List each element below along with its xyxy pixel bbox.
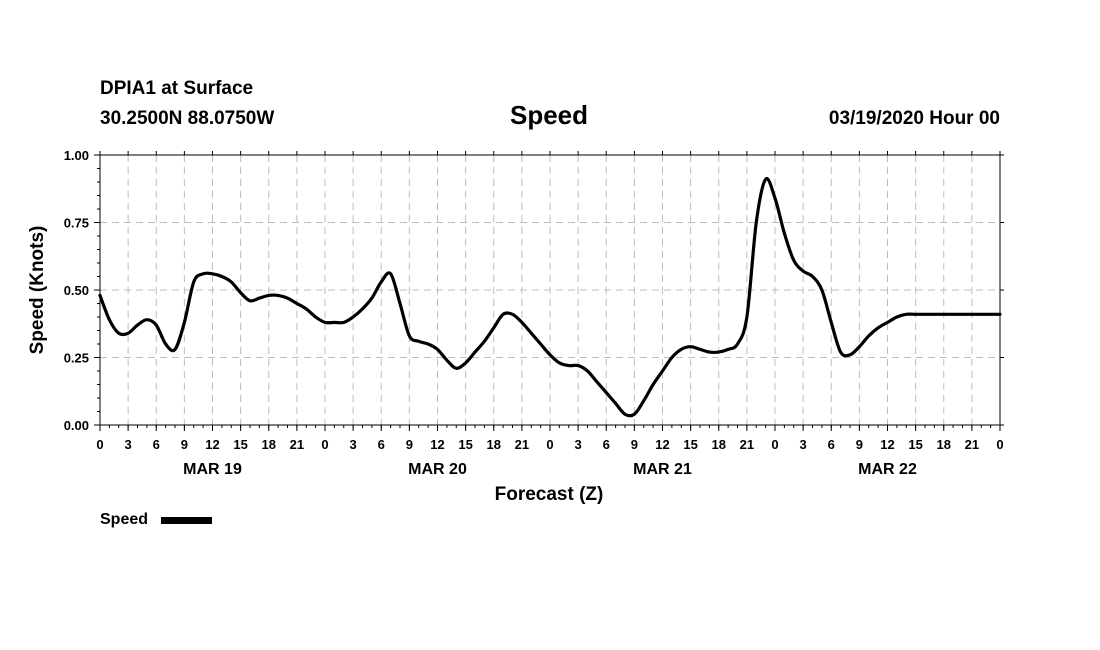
x-tick-label: 15	[683, 437, 697, 452]
y-tick-label: 0.50	[64, 283, 89, 298]
legend: Speed	[100, 511, 212, 528]
x-tick-label: 21	[515, 437, 529, 452]
x-tick-label: 12	[205, 437, 219, 452]
x-tick-label: 6	[603, 437, 610, 452]
x-tick-label: 9	[406, 437, 413, 452]
y-tick-label: 0.00	[64, 418, 89, 433]
x-tick-label: 6	[153, 437, 160, 452]
x-tick-label: 3	[125, 437, 132, 452]
x-tick-label: 18	[937, 437, 951, 452]
x-tick-label: 12	[880, 437, 894, 452]
station-label: DPIA1 at Surface	[100, 78, 253, 99]
axis-ticks	[94, 151, 1004, 431]
grid-lines	[100, 155, 1000, 425]
x-tick-label: 0	[996, 437, 1003, 452]
x-tick-label: 15	[233, 437, 247, 452]
x-tick-label: 21	[290, 437, 304, 452]
x-tick-label: 18	[487, 437, 501, 452]
y-tick-labels: 0.00 0.25 0.50 0.75 1.00	[64, 148, 89, 433]
x-tick-label: 9	[631, 437, 638, 452]
y-tick-label: 0.25	[64, 351, 89, 366]
x-tick-label: 6	[378, 437, 385, 452]
x-tick-label: 9	[181, 437, 188, 452]
x-tick-label: 3	[350, 437, 357, 452]
x-tick-label: 15	[908, 437, 922, 452]
date-label: MAR 22	[858, 461, 917, 478]
x-tick-label: 21	[965, 437, 979, 452]
date-label: MAR 19	[183, 461, 242, 478]
y-axis-label: Speed (Knots)	[27, 226, 48, 355]
x-tick-label: 15	[458, 437, 472, 452]
y-tick-label: 1.00	[64, 148, 89, 163]
chart-title: Speed	[510, 100, 588, 130]
x-tick-label: 12	[430, 437, 444, 452]
x-tick-label: 0	[96, 437, 103, 452]
x-tick-label: 18	[712, 437, 726, 452]
run-time-label: 03/19/2020 Hour 00	[829, 108, 1000, 129]
x-tick-label: 3	[575, 437, 582, 452]
x-tick-label: 18	[262, 437, 276, 452]
coords-label: 30.2500N 88.0750W	[100, 108, 274, 129]
x-tick-label: 21	[740, 437, 754, 452]
x-axis-label: Forecast (Z)	[495, 484, 604, 505]
x-tick-label: 3	[800, 437, 807, 452]
legend-label-speed: Speed	[100, 511, 148, 528]
x-tick-label: 12	[655, 437, 669, 452]
legend-swatch-speed	[161, 517, 212, 524]
x-tick-label: 0	[546, 437, 553, 452]
y-tick-label: 0.75	[64, 216, 89, 231]
x-tick-label: 6	[828, 437, 835, 452]
x-tick-label: 9	[856, 437, 863, 452]
date-labels: MAR 19 MAR 20 MAR 21 MAR 22	[183, 461, 917, 478]
date-label: MAR 21	[633, 461, 692, 478]
speed-series-line	[98, 176, 1002, 418]
x-tick-label: 0	[771, 437, 778, 452]
x-tick-label: 0	[321, 437, 328, 452]
x-tick-labels: 0 3 6 9 12 15 18 21 0 3 6 9 12 15 18 21 0 3 6 9 12 15 18 21 0 3 6 9…	[96, 437, 1003, 452]
date-label: MAR 20	[408, 461, 467, 478]
